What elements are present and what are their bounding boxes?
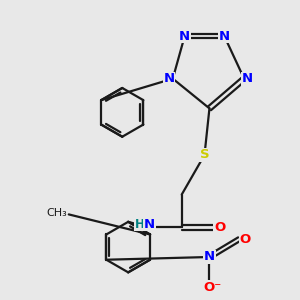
Text: O: O (214, 221, 225, 234)
Text: N: N (144, 218, 155, 231)
Text: O⁻: O⁻ (203, 281, 221, 294)
Text: O: O (239, 233, 251, 246)
Text: N: N (204, 250, 215, 263)
Text: N: N (242, 72, 253, 85)
Text: N: N (179, 30, 190, 43)
Text: CH₃: CH₃ (46, 208, 67, 218)
Text: N: N (164, 72, 175, 85)
Text: S: S (200, 148, 209, 161)
Text: N: N (219, 30, 230, 43)
Text: H: H (135, 218, 145, 231)
